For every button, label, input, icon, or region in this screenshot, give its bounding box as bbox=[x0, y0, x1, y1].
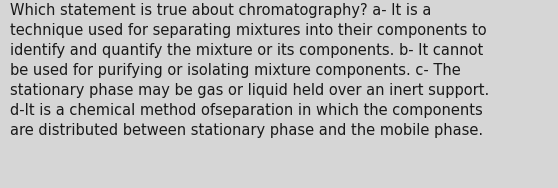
Text: Which statement is true about chromatography? a- It is a
technique used for sepa: Which statement is true about chromatogr… bbox=[10, 3, 489, 138]
